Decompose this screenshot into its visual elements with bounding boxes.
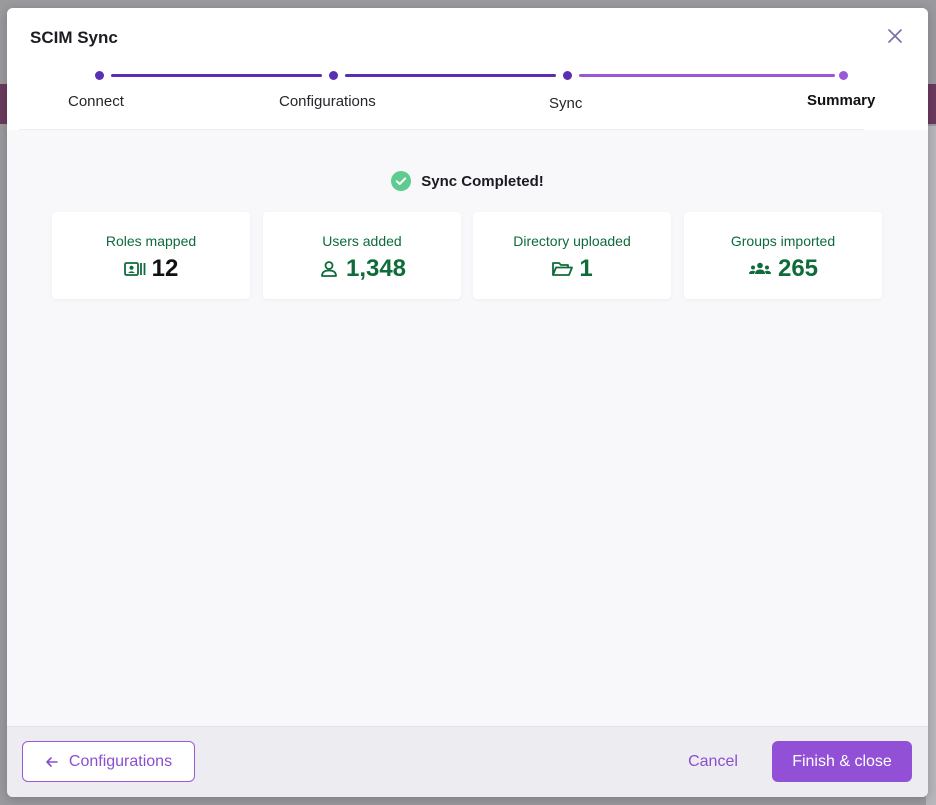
step-dot-summary [839,71,848,80]
users-group-icon [748,262,771,274]
finish-close-button[interactable]: Finish & close [772,741,912,782]
step-label-sync[interactable]: Sync [549,95,583,112]
backdrop-banner-left [0,84,8,124]
step-line-2 [345,74,556,77]
step-label-summary[interactable]: Summary [807,92,876,109]
stat-label: Users added [322,233,402,249]
header-divider [19,129,864,130]
stat-card-roles: Roles mapped 12 [52,212,250,299]
scim-sync-modal: SCIM Sync Connect Configurations Sync Su… [7,8,928,797]
stat-label: Groups imported [730,233,836,249]
folder-open-icon [552,262,574,276]
modal-header: SCIM Sync Connect Configurations Sync Su… [7,8,928,130]
stat-value: 1 [579,255,593,282]
stat-card-groups: Groups imported 265 [684,212,882,299]
stat-card-directory: Directory uploaded 1 [473,212,671,299]
backdrop-banner-right [926,84,936,124]
backdrop-side-panel [926,126,936,805]
stat-value: 265 [777,255,819,282]
sync-status: Sync Completed! [7,169,928,193]
stat-label: Roles mapped [105,233,197,249]
step-dot-connect [95,71,104,80]
step-dot-sync [563,71,572,80]
close-button[interactable] [883,24,907,48]
stat-label: Directory uploaded [513,233,631,249]
arrow-left-icon [46,756,58,767]
step-line-3 [579,74,835,77]
modal-title: SCIM Sync [30,28,118,47]
back-button-label: Configurations [68,752,173,770]
modal-footer: Configurations Cancel Finish & close [7,726,928,797]
step-dot-configurations [329,71,338,80]
cancel-button[interactable]: Cancel [688,752,738,770]
stat-value: 1,348 [345,255,407,282]
user-icon [321,261,337,277]
step-label-configurations[interactable]: Configurations [279,93,376,110]
check-circle-icon [391,171,412,191]
sync-status-text: Sync Completed! [421,172,544,190]
stat-value: 12 [151,255,179,282]
back-configurations-button[interactable]: Configurations [22,741,195,782]
id-card-icon [123,262,146,276]
step-label-connect[interactable]: Connect [68,93,124,110]
close-icon [888,29,902,43]
step-line-1 [111,74,322,77]
stat-card-users: Users added 1,348 [263,212,461,299]
